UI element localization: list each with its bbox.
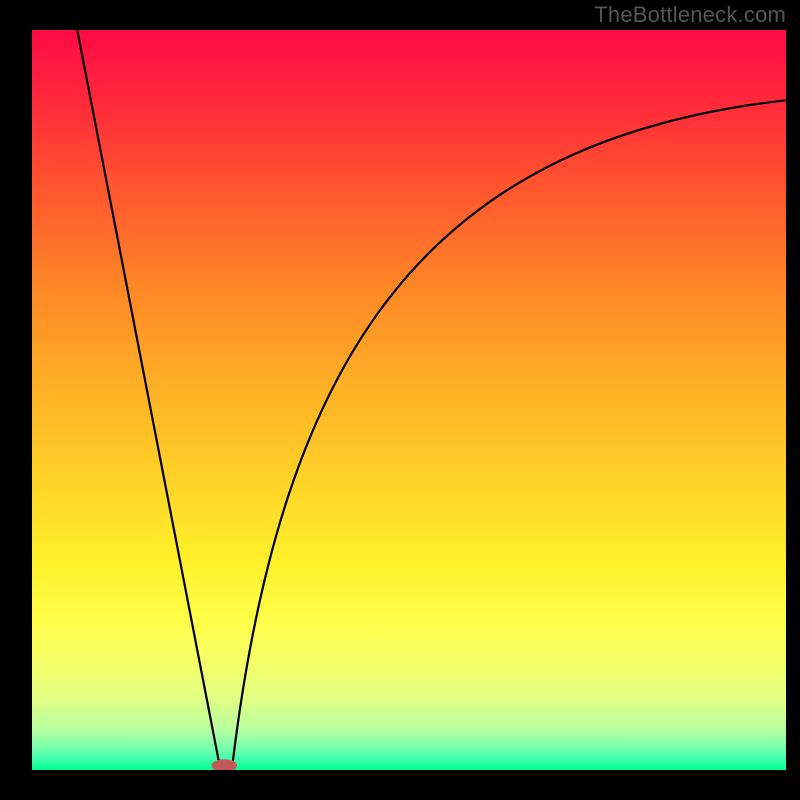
bottleneck-chart [32,30,786,770]
chart-background [32,30,786,770]
watermark-text: TheBottleneck.com [594,2,786,28]
